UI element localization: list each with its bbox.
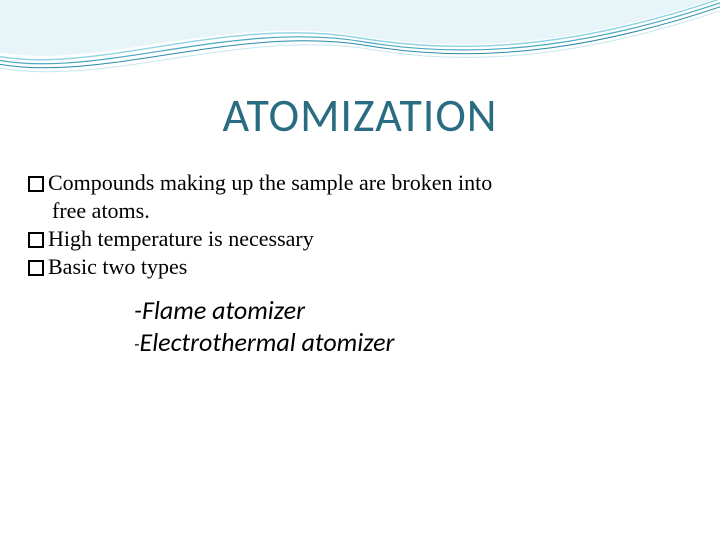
bullet-item: High temperature is necessary bbox=[28, 226, 688, 252]
bullet-text: Basic two types bbox=[48, 254, 187, 279]
bullet-text: Compounds making up the sample are broke… bbox=[48, 170, 492, 195]
bullet-text: free atoms. bbox=[52, 198, 150, 223]
bullet-item: Basic two types bbox=[28, 254, 688, 280]
slide-body: Compounds making up the sample are broke… bbox=[28, 170, 688, 359]
square-bullet-icon bbox=[28, 232, 44, 248]
sub-item: -Electrothermal atomizer bbox=[134, 326, 688, 359]
sub-item-text: Flame atomizer bbox=[142, 294, 305, 326]
dash-icon: - bbox=[134, 294, 142, 326]
sub-item: -Flame atomizer bbox=[134, 294, 688, 327]
sub-item-text: Electrothermal atomizer bbox=[140, 326, 395, 358]
slide: ATOMIZATION Compounds making up the samp… bbox=[0, 0, 720, 540]
sub-list: -Flame atomizer -Electrothermal atomizer bbox=[134, 294, 688, 359]
decorative-wave bbox=[0, 0, 720, 100]
wave-svg bbox=[0, 0, 720, 100]
bullet-continuation: free atoms. bbox=[28, 198, 688, 224]
square-bullet-icon bbox=[28, 176, 44, 192]
square-bullet-icon bbox=[28, 260, 44, 276]
bullet-text: High temperature is necessary bbox=[48, 226, 314, 251]
slide-title: ATOMIZATION bbox=[0, 88, 720, 144]
bullet-item: Compounds making up the sample are broke… bbox=[28, 170, 688, 196]
